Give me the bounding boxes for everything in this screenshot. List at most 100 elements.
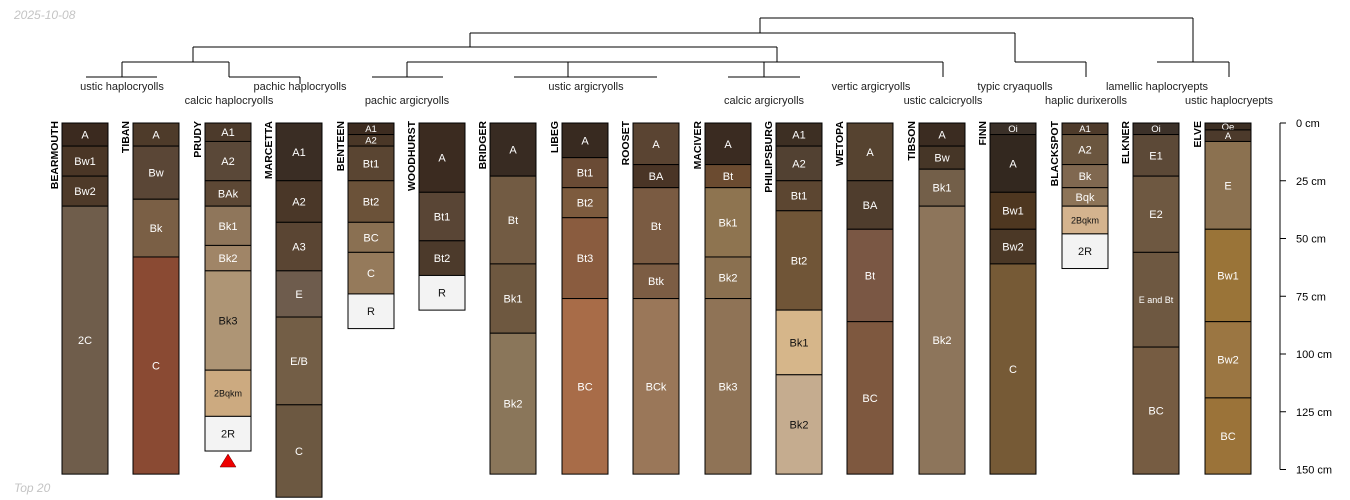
- axis-tick-label: 150 cm: [1296, 465, 1332, 477]
- horizon-tiban-1: [132, 145, 180, 200]
- horizon-label: Bk: [150, 223, 163, 235]
- horizon-rooset-0: [632, 122, 680, 166]
- horizon-label: E: [1224, 180, 1231, 192]
- horizon-marcetta-4: [275, 316, 323, 406]
- horizon-label: A: [509, 145, 517, 157]
- horizon-label: E and Bt: [1139, 295, 1174, 305]
- horizon-label: A1: [792, 130, 805, 142]
- horizon-label: A1: [221, 127, 234, 139]
- profile-name: MARCETTA: [263, 121, 275, 180]
- horizon-label: Bt2: [363, 197, 380, 209]
- horizon-label: BC: [1148, 406, 1163, 418]
- horizon-label: 2Bqkm: [214, 389, 242, 399]
- horizon-label: Bw1: [1002, 206, 1023, 218]
- horizon-elve-4: [1204, 321, 1252, 399]
- taxon-label: pachic argicryolls: [365, 95, 450, 107]
- horizon-finn-1: [989, 134, 1037, 193]
- axis-tick-label: 25 cm: [1296, 176, 1326, 188]
- horizon-label: E: [295, 289, 302, 301]
- profile-name: BEARMOUTH: [49, 121, 61, 189]
- horizon-label: Bt2: [791, 255, 808, 267]
- profile-elkner: Oi E1 E2 E and Bt BC ELKNER: [1120, 121, 1180, 475]
- horizon-label: Bk1: [933, 183, 952, 195]
- horizon-bearmouth-3: [61, 205, 109, 475]
- horizon-rooset-3: [632, 263, 680, 300]
- horizon-label: A2: [792, 158, 805, 170]
- horizon-finn-4: [989, 263, 1037, 475]
- horizon-label: 2R: [221, 429, 235, 441]
- horizon-label: 2Bqkm: [1071, 215, 1099, 225]
- horizon-label: A2: [292, 197, 305, 209]
- horizon-label: E/B: [290, 356, 308, 368]
- horizon-label: Bk1: [790, 337, 809, 349]
- horizon-elve-3: [1204, 228, 1252, 323]
- horizon-label: A3: [292, 242, 305, 254]
- profile-name: WOODHURST: [406, 120, 418, 191]
- profile-name: ROOSET: [620, 120, 632, 165]
- axis-tick-label: 50 cm: [1296, 234, 1326, 246]
- profile-name: TIBSON: [906, 121, 918, 161]
- horizon-label: A: [866, 147, 874, 159]
- profile-wetopa: A BA Bt BC WETOPA: [834, 121, 894, 475]
- taxon-label: ustic haplocryepts: [1185, 95, 1274, 107]
- horizon-label: Bt3: [577, 253, 594, 265]
- taxon-label: typic cryaquolls: [977, 81, 1053, 93]
- horizon-bearmouth-1: [61, 145, 109, 177]
- horizon-label: Bk1: [219, 221, 238, 233]
- horizon-label: E1: [1149, 150, 1162, 162]
- horizon-bridger-1: [489, 175, 537, 265]
- horizon-label: Bt: [651, 221, 661, 233]
- horizon-bridger-3: [489, 332, 537, 475]
- profile-marcetta: A1 A2 A3 E E/B C MARCETTA: [263, 121, 323, 498]
- horizon-label: Bt1: [791, 191, 808, 203]
- horizon-label: Bt: [508, 215, 518, 227]
- horizon-bridger-2: [489, 263, 537, 334]
- horizon-marcetta-5: [275, 404, 323, 498]
- profile-libeg: A Bt1 Bt2 Bt3 BC LIBEG: [549, 121, 609, 475]
- horizon-label: Bk2: [790, 419, 809, 431]
- horizon-label: A: [438, 153, 446, 165]
- horizon-elve-5: [1204, 397, 1252, 475]
- horizon-prudy-2: [204, 180, 252, 207]
- horizon-wetopa-0: [846, 122, 894, 182]
- horizon-elkner-4: [1132, 346, 1180, 475]
- horizon-woodhurst-1: [418, 191, 466, 242]
- horizon-label: C: [367, 268, 375, 280]
- horizon-label: A: [938, 130, 946, 142]
- depth-axis: 0 cm 25 cm 50 cm 75 cm 100 cm 125 cm 150 cm: [1279, 118, 1332, 477]
- horizon-label: A: [81, 130, 89, 142]
- taxon-label: calcic haplocryolls: [185, 95, 274, 107]
- taxon-label: ustic haplocryolls: [80, 81, 164, 93]
- horizon-label: A1: [365, 124, 377, 135]
- horizon-label: Bt1: [577, 168, 594, 180]
- profile-rooset: A BA Bt Btk BCk ROOSET: [620, 120, 680, 475]
- horizon-label: Bt2: [577, 198, 594, 210]
- date-label: 2025-10-08: [14, 8, 76, 22]
- horizon-label: A: [1225, 131, 1232, 142]
- horizon-label: Btk: [648, 276, 664, 288]
- horizon-woodhurst-0: [418, 122, 466, 193]
- footer-label: Top 20: [14, 481, 51, 495]
- taxon-label: lamellic haplocryepts: [1106, 81, 1209, 93]
- horizon-label: A2: [221, 156, 234, 168]
- profile-tiban: A Bw Bk C TIBAN: [120, 121, 180, 475]
- axis-tick-label: 0 cm: [1296, 118, 1320, 130]
- horizon-marcetta-0: [275, 122, 323, 182]
- horizon-philipsburg-4: [775, 309, 823, 376]
- horizon-marcetta-3: [275, 270, 323, 318]
- horizon-label: A: [724, 139, 732, 151]
- profile-prudy: A1 A2 BAk Bk1 Bk2 Bk3 2Bqkm 2R PRUDY: [192, 121, 252, 468]
- horizon-label: BAk: [218, 188, 239, 200]
- horizon-woodhurst-2: [418, 240, 466, 276]
- horizon-label: C: [295, 446, 303, 458]
- profile-name: MACIVER: [692, 121, 704, 170]
- horizon-label: Oe: [1222, 122, 1235, 133]
- profile-bearmouth: A Bw1 Bw2 2C BEARMOUTH: [49, 121, 109, 475]
- horizon-maciver-2: [704, 187, 752, 258]
- horizon-label: BA: [649, 171, 664, 183]
- profile-name: PRUDY: [192, 121, 204, 158]
- taxon-label: vertic argicryolls: [832, 81, 911, 93]
- axis-tick-label: 125 cm: [1296, 407, 1332, 419]
- horizon-libeg-4: [561, 298, 609, 475]
